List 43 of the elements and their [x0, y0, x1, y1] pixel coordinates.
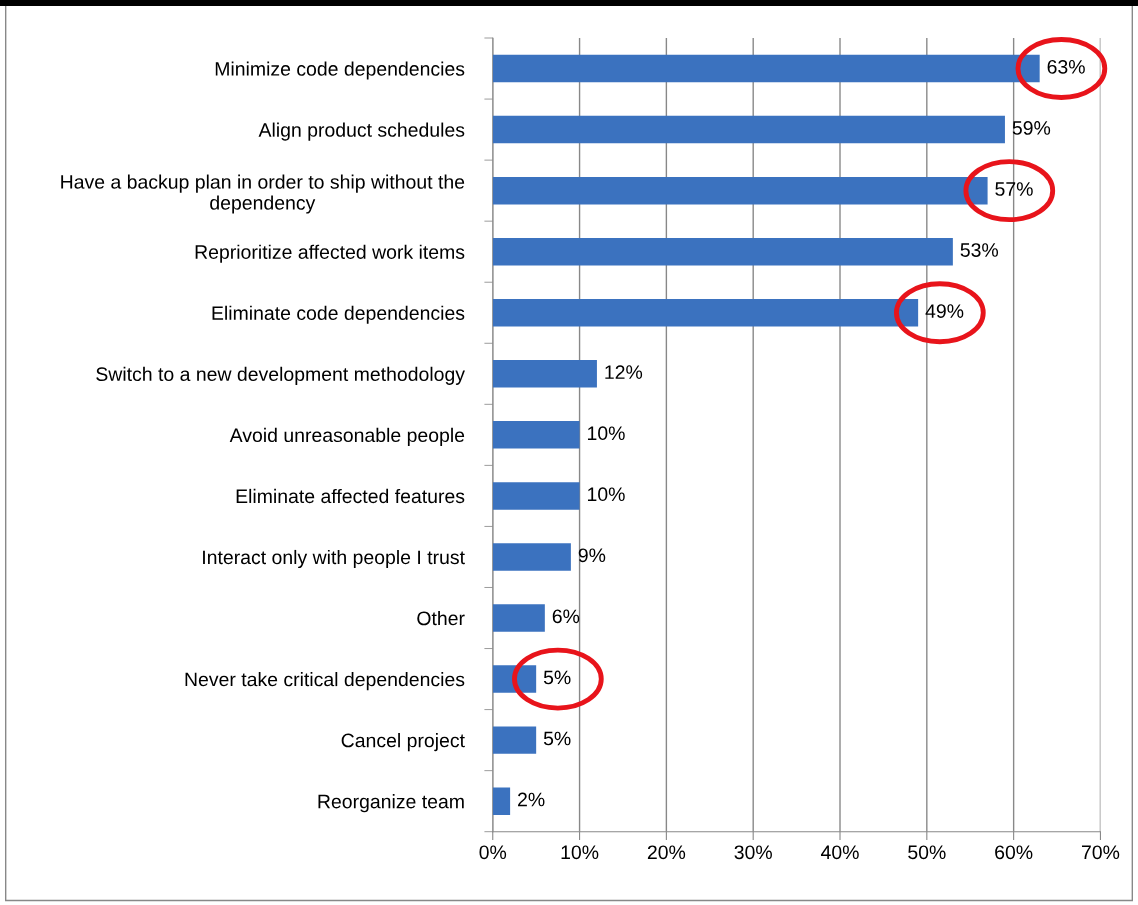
bar	[492, 787, 511, 815]
y-tick-label: Reorganize team	[318, 794, 464, 813]
x-tick-label: 30%	[734, 845, 772, 860]
y-tick-label: Eliminate code dependencies	[212, 305, 465, 324]
y-tick-label: Have a backup plan in order to ship without the dependency	[61, 174, 465, 214]
bar	[492, 421, 580, 449]
data-label: 2%	[518, 792, 545, 807]
bar	[492, 237, 953, 266]
x-tick-label: 0%	[479, 845, 507, 860]
x-tick-label: 50%	[908, 845, 946, 860]
data-label: 5%	[543, 670, 571, 685]
y-tick-label: Switch to a new development methodology	[96, 366, 465, 385]
bar	[492, 115, 1005, 144]
data-label: 63%	[1047, 59, 1085, 74]
y-tick-label: Cancel project	[341, 733, 465, 752]
x-tick-label: 20%	[647, 845, 686, 860]
data-label: 53%	[960, 243, 999, 257]
y-tick-label: Never take critical dependencies	[185, 672, 465, 691]
data-label: 5%	[543, 731, 571, 746]
x-tick-label: 10%	[561, 845, 599, 860]
data-label: 59%	[1012, 121, 1051, 135]
bar	[492, 543, 571, 571]
x-tick-label: 40%	[820, 845, 859, 860]
data-label: 10%	[587, 426, 625, 441]
data-label: 57%	[995, 182, 1033, 196]
data-label: 9%	[578, 548, 606, 563]
y-tick-label: Other	[417, 610, 465, 626]
data-label: 10%	[587, 487, 625, 502]
data-label: 6%	[552, 609, 580, 624]
bar	[492, 360, 597, 388]
x-tick-label: 60%	[995, 845, 1033, 860]
data-label: 12%	[605, 365, 643, 379]
y-tick-label: Eliminate affected features	[236, 488, 465, 504]
bar	[492, 726, 537, 754]
y-tick-label: Reprioritize affected work items	[195, 244, 465, 263]
bar	[492, 482, 580, 510]
y-tick-label: Minimize code dependencies	[215, 61, 465, 80]
x-tick-label: 70%	[1081, 845, 1120, 860]
y-tick-label: Interact only with people I trust	[203, 549, 465, 569]
data-label: 49%	[925, 304, 964, 318]
bar	[492, 604, 545, 632]
y-tick-label: Avoid unreasonable people	[229, 427, 465, 446]
y-tick-label: Align product schedules	[258, 122, 465, 141]
